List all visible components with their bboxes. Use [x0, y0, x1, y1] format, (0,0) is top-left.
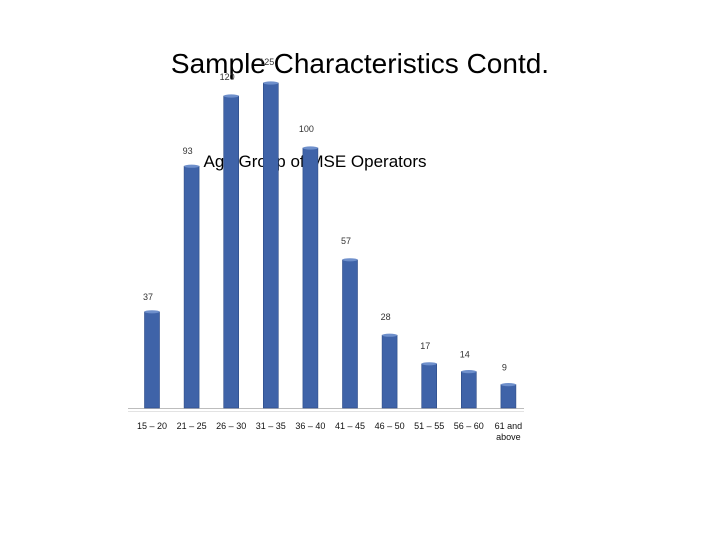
value-label-1: 93: [183, 146, 193, 156]
category-label-2: 26 – 30: [216, 421, 246, 431]
bar-8: [460, 371, 477, 409]
category-label-6: 46 – 50: [375, 421, 405, 431]
bar-top-2: [223, 94, 239, 98]
bar-5: [342, 259, 358, 409]
bar-top-0: [144, 310, 160, 314]
bar-7: [421, 363, 438, 409]
category-label-9: 61 and: [495, 421, 523, 431]
bar-3: [262, 82, 279, 409]
bar-top-1: [184, 164, 200, 168]
bar-2: [223, 95, 239, 409]
value-label-2: 120: [220, 72, 235, 82]
value-label-4: 100: [299, 124, 314, 134]
bar-top-3: [263, 81, 279, 85]
value-label-9: 9: [502, 363, 507, 373]
category-label-8: 56 – 60: [454, 421, 484, 431]
category-label-4: 36 – 40: [295, 421, 325, 431]
value-label-5: 57: [341, 236, 351, 246]
category-label-7: 51 – 55: [414, 421, 444, 431]
bar-4: [302, 147, 319, 409]
bar-top-8: [461, 370, 477, 374]
category-label-3: 31 – 35: [256, 421, 286, 431]
bar-top-5: [342, 258, 358, 262]
value-label-7: 17: [420, 341, 430, 351]
value-label-8: 14: [460, 350, 470, 360]
value-label-6: 28: [381, 312, 391, 322]
bar-top-7: [421, 362, 437, 366]
value-label-3: 125: [259, 57, 274, 67]
bar-9: [500, 384, 517, 409]
bar-top-6: [382, 333, 398, 337]
category-label-9-line2: above: [496, 432, 521, 442]
bar-1: [183, 165, 200, 409]
category-label-5: 41 – 45: [335, 421, 365, 431]
slide-title: Sample Characteristics Contd.: [170, 48, 550, 79]
category-label-1: 21 – 25: [177, 421, 207, 431]
bar-0: [144, 311, 160, 409]
bar-top-4: [302, 146, 318, 150]
category-label-0: 15 – 20: [137, 421, 167, 431]
bar-top-9: [500, 383, 516, 387]
bar-6: [381, 334, 398, 409]
value-label-0: 37: [143, 292, 153, 302]
